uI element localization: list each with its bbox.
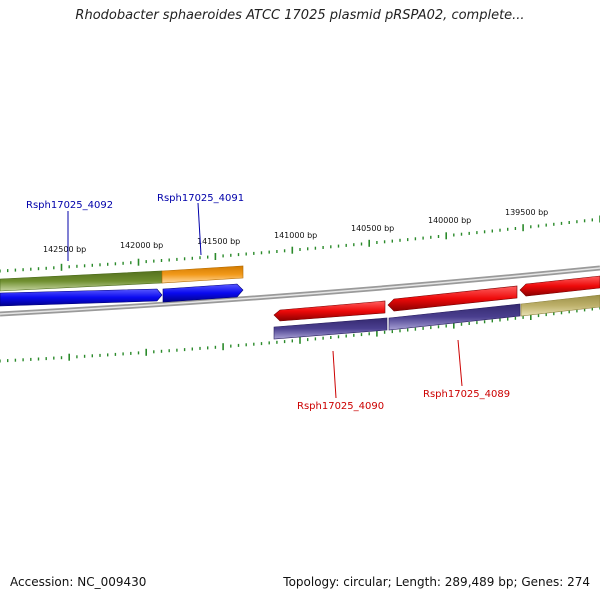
gene-label-4091[interactable]: Rsph17025_4091 [157,193,244,204]
gene-reverse-4090[interactable] [273,300,386,322]
cds-feature-green[interactable] [0,270,163,292]
scale-label: 140500 bp [351,224,394,233]
genome-summary-text: Topology: circular; Length: 289,489 bp; … [283,575,590,589]
accession-text: Accession: NC_009430 [10,575,147,589]
cds-feature-purple[interactable] [388,303,521,331]
scale-label: 140000 bp [428,216,471,225]
gene-label-4090[interactable]: Rsph17025_4090 [297,401,384,412]
scale-label: 139500 bp [505,208,548,217]
gene-forward-4092[interactable] [0,288,163,307]
leader-line [197,202,202,256]
gene-label-4089[interactable]: Rsph17025_4089 [423,389,510,400]
cds-feature-purple[interactable] [273,317,388,340]
outer-tick-row [0,215,600,273]
leader-line [457,339,463,387]
gene-reverse-4089[interactable] [387,285,518,312]
scale-label: 141000 bp [274,231,317,240]
scale-label: 142000 bp [120,241,163,250]
backbone-inner [0,267,600,315]
cds-feature-orange[interactable] [161,265,244,284]
scale-label: 141500 bp [197,237,240,246]
gene-reverse-4088[interactable] [519,275,600,297]
leader-line [332,350,337,399]
gene-label-4092[interactable]: Rsph17025_4092 [26,200,113,211]
inner-tick-row [0,306,600,363]
map-title: Rhodobacter sphaeroides ATCC 17025 plasm… [75,8,525,23]
cds-feature-khaki[interactable] [520,294,600,317]
scale-label: 142500 bp [43,245,86,254]
gene-forward-4091[interactable] [162,283,244,303]
